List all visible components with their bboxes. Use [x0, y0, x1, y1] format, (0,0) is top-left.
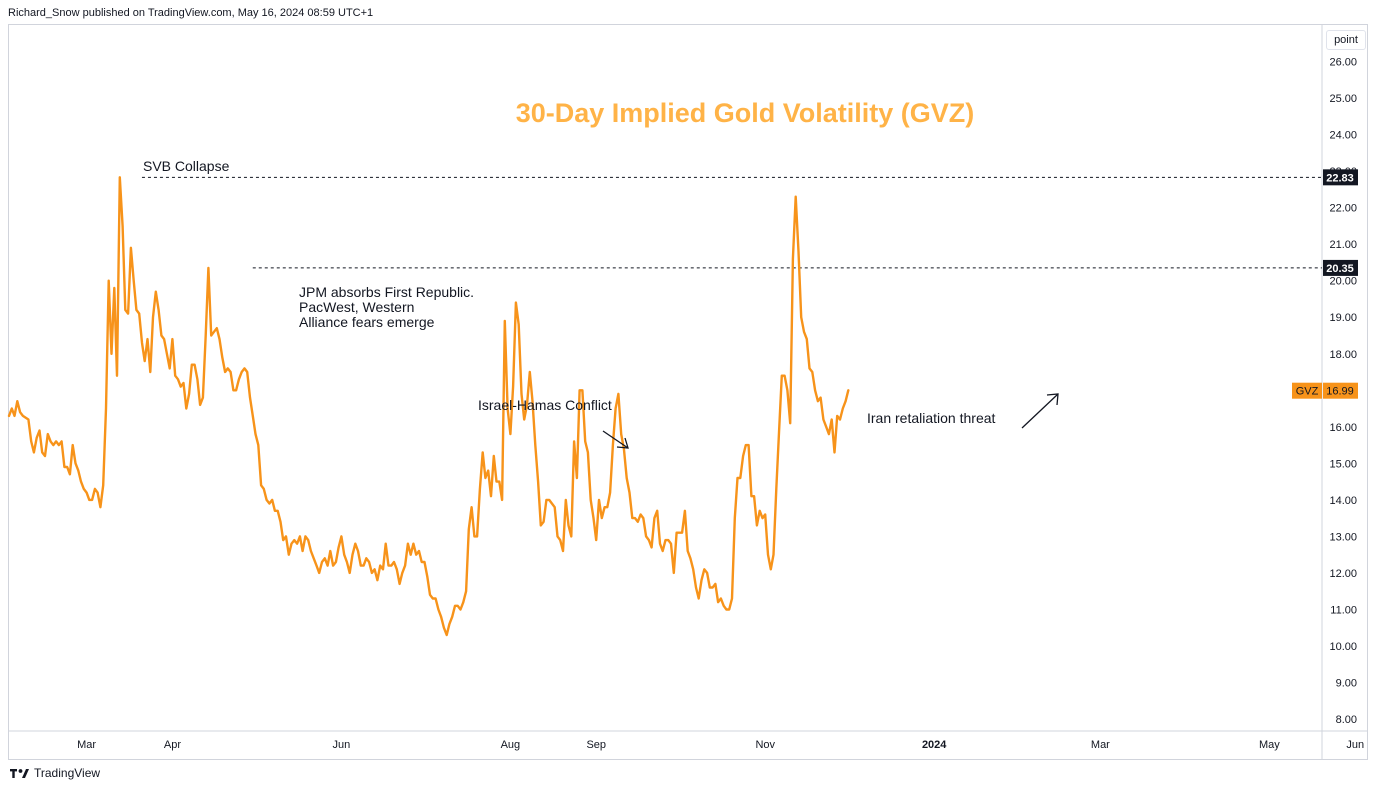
arrow-israel-hamas: [602, 430, 629, 449]
price-level-label: 22.83: [1326, 172, 1354, 184]
y-tick-label: 19.00: [1329, 312, 1357, 324]
y-tick-label: 8.00: [1336, 714, 1357, 726]
footer-brand[interactable]: TradingView: [10, 766, 100, 780]
x-tick-label: Sep: [586, 739, 606, 751]
svg-text:16.99: 16.99: [1326, 386, 1354, 398]
x-tick-label: Nov: [755, 739, 775, 751]
y-tick-label: 10.00: [1329, 641, 1357, 653]
symbol-badge: [1292, 382, 1322, 399]
y-tick-label: 18.00: [1329, 349, 1357, 361]
price-level-badge: [1323, 259, 1358, 276]
y-tick-label: 13.00: [1329, 531, 1357, 543]
symbol-badge-label: GVZ: [1296, 386, 1319, 398]
price-scale-mode-button[interactable]: point: [1326, 30, 1366, 50]
x-tick-label: Aug: [501, 739, 521, 751]
x-tick-label: May: [1259, 739, 1280, 751]
chart-title: 30-Day Implied Gold Volatility (GVZ): [516, 98, 975, 128]
annotation-jpm-line-3: Alliance fears emerge: [299, 314, 435, 330]
annotation-jpm-line-2: PacWest, Western: [299, 299, 414, 315]
gvz-series-line: [7, 176, 850, 637]
chart-canvas[interactable]: 26.0025.0024.0023.0022.0021.0020.0019.00…: [0, 0, 1380, 760]
y-tick-label: 16.00: [1329, 422, 1357, 434]
y-tick-label: 9.00: [1336, 678, 1357, 690]
chart-frame: [8, 24, 1368, 760]
tradingview-logo-icon: [10, 768, 30, 779]
price-level-lines: 22.83 20.35: [141, 169, 1358, 276]
price-level-badge: [1323, 169, 1358, 186]
y-tick-label: 11.00: [1330, 604, 1357, 616]
y-tick-label: 14.00: [1329, 495, 1357, 507]
arrow-iran: [1021, 393, 1059, 429]
y-tick-label: 12.00: [1329, 568, 1357, 580]
x-tick-label: 2024: [922, 739, 947, 751]
x-tick-label: Apr: [164, 739, 181, 751]
x-tick-label: Mar: [77, 739, 96, 751]
x-tick-label: Mar: [1091, 739, 1110, 751]
y-tick-label: 25.00: [1329, 93, 1357, 105]
price-level-label: 20.35: [1326, 263, 1354, 275]
publisher-byline: Richard_Snow published on TradingView.co…: [8, 7, 374, 19]
y-tick-label: 21.00: [1329, 239, 1357, 251]
x-tick-label: Jun: [333, 739, 351, 751]
annotation-svb: SVB Collapse: [143, 158, 230, 174]
annotation-iran: Iran retaliation threat: [867, 410, 996, 426]
footer-brand-label: TradingView: [34, 766, 101, 780]
y-tick-label: 26.00: [1329, 57, 1357, 69]
x-axis: Mar Apr Jun Aug Sep Nov 2024 Mar May Jun: [77, 739, 1364, 751]
y-tick-label: 15.00: [1329, 458, 1357, 470]
last-value-badge: 16.99: [1323, 382, 1358, 399]
annotation-israel-hamas: Israel-Hamas Conflict: [478, 397, 612, 413]
y-tick-label: 24.00: [1329, 130, 1357, 142]
y-tick-label: 20.00: [1329, 276, 1357, 288]
y-tick-label: 22.00: [1329, 203, 1357, 215]
annotation-jpm-line-1: JPM absorbs First Republic.: [299, 284, 474, 300]
x-tick-label: Jun: [1346, 739, 1364, 751]
